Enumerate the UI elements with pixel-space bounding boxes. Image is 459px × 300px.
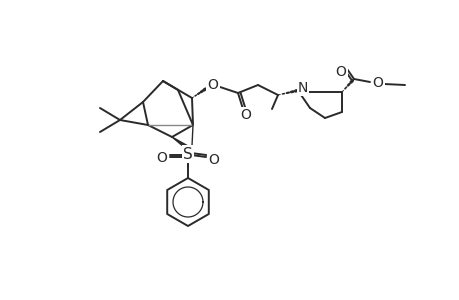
Text: O: O [208, 153, 219, 167]
Text: O: O [207, 78, 218, 92]
Text: S: S [183, 146, 192, 161]
Text: O: O [372, 76, 383, 90]
Text: O: O [335, 65, 346, 79]
Text: O: O [156, 151, 167, 165]
Polygon shape [172, 137, 189, 149]
Text: O: O [240, 108, 251, 122]
Text: N: N [297, 81, 308, 95]
